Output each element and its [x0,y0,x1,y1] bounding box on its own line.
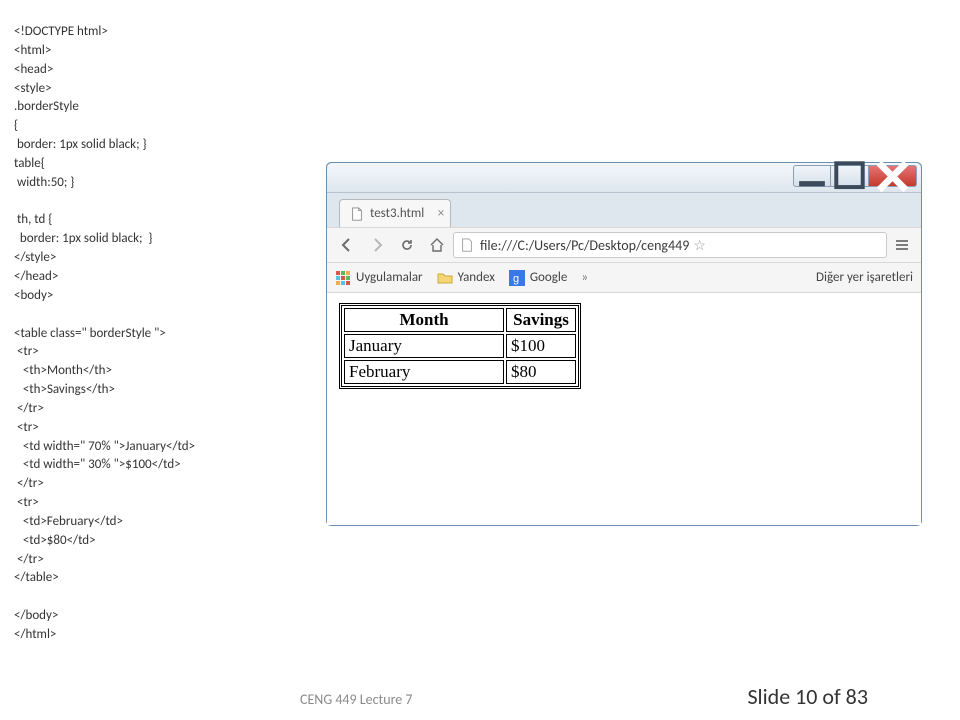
navigation-toolbar: file:///C:/Users/Pc/Desktop/ceng449 ☆ [327,227,921,263]
browser-window: test3.html × file:///C:/Users/Pc/Desktop… [326,162,922,526]
tab-bar: test3.html × [327,193,921,227]
forward-button[interactable] [363,232,391,258]
other-bookmarks[interactable]: Diğer yer işaretleri [810,270,913,285]
table-header-row: Month Savings [344,308,576,332]
address-bar[interactable]: file:///C:/Users/Pc/Desktop/ceng449 ☆ [453,232,887,258]
other-bookmarks-label: Diğer yer işaretleri [816,270,913,285]
google-label: Google [530,270,567,285]
google-icon: g [509,270,525,286]
svg-text:g: g [513,273,519,285]
window-controls [793,165,917,187]
browser-tab[interactable]: test3.html × [339,199,451,227]
apps-label: Uygulamalar [356,270,423,285]
cell-savings: $80 [506,360,576,384]
tab-close-icon[interactable]: × [438,206,444,221]
reload-button[interactable] [393,232,421,258]
page-icon [460,238,474,252]
footer-slide-number: Slide 10 of 83 [747,683,868,710]
rendered-table: Month Savings January $100 February $80 [339,303,581,389]
maximize-button[interactable] [831,165,869,187]
bookmark-star-icon[interactable]: ☆ [693,237,706,254]
footer-lecture: CENG 449 Lecture 7 [300,691,413,708]
header-month: Month [344,308,504,332]
home-button[interactable] [423,232,451,258]
menu-button[interactable] [889,237,915,253]
page-content: Month Savings January $100 February $80 [327,293,921,525]
source-code: <!DOCTYPE html> <html> <head> <style> .b… [14,23,195,645]
apps-icon [335,270,351,286]
url-text: file:///C:/Users/Pc/Desktop/ceng449 [480,237,689,254]
tab-title: test3.html [370,206,424,221]
google-bookmark[interactable]: g Google [509,270,567,286]
cell-savings: $100 [506,334,576,358]
table-row: February $80 [344,360,576,384]
back-button[interactable] [333,232,361,258]
window-titlebar [327,163,921,193]
yandex-label: Yandex [458,270,495,285]
cell-month: February [344,360,504,384]
overflow-chevron-icon[interactable]: » [581,270,588,285]
table-row: January $100 [344,334,576,358]
cell-month: January [344,334,504,358]
folder-icon [437,270,453,286]
apps-bookmark[interactable]: Uygulamalar [335,270,423,286]
close-button[interactable] [869,165,917,187]
yandex-bookmark[interactable]: Yandex [437,270,495,286]
slide: <!DOCTYPE html> <html> <head> <style> .b… [0,0,960,720]
minimize-button[interactable] [793,165,831,187]
file-icon [350,207,364,221]
header-savings: Savings [506,308,576,332]
bookmarks-bar: Uygulamalar Yandex g Google » Diğer yer … [327,263,921,293]
